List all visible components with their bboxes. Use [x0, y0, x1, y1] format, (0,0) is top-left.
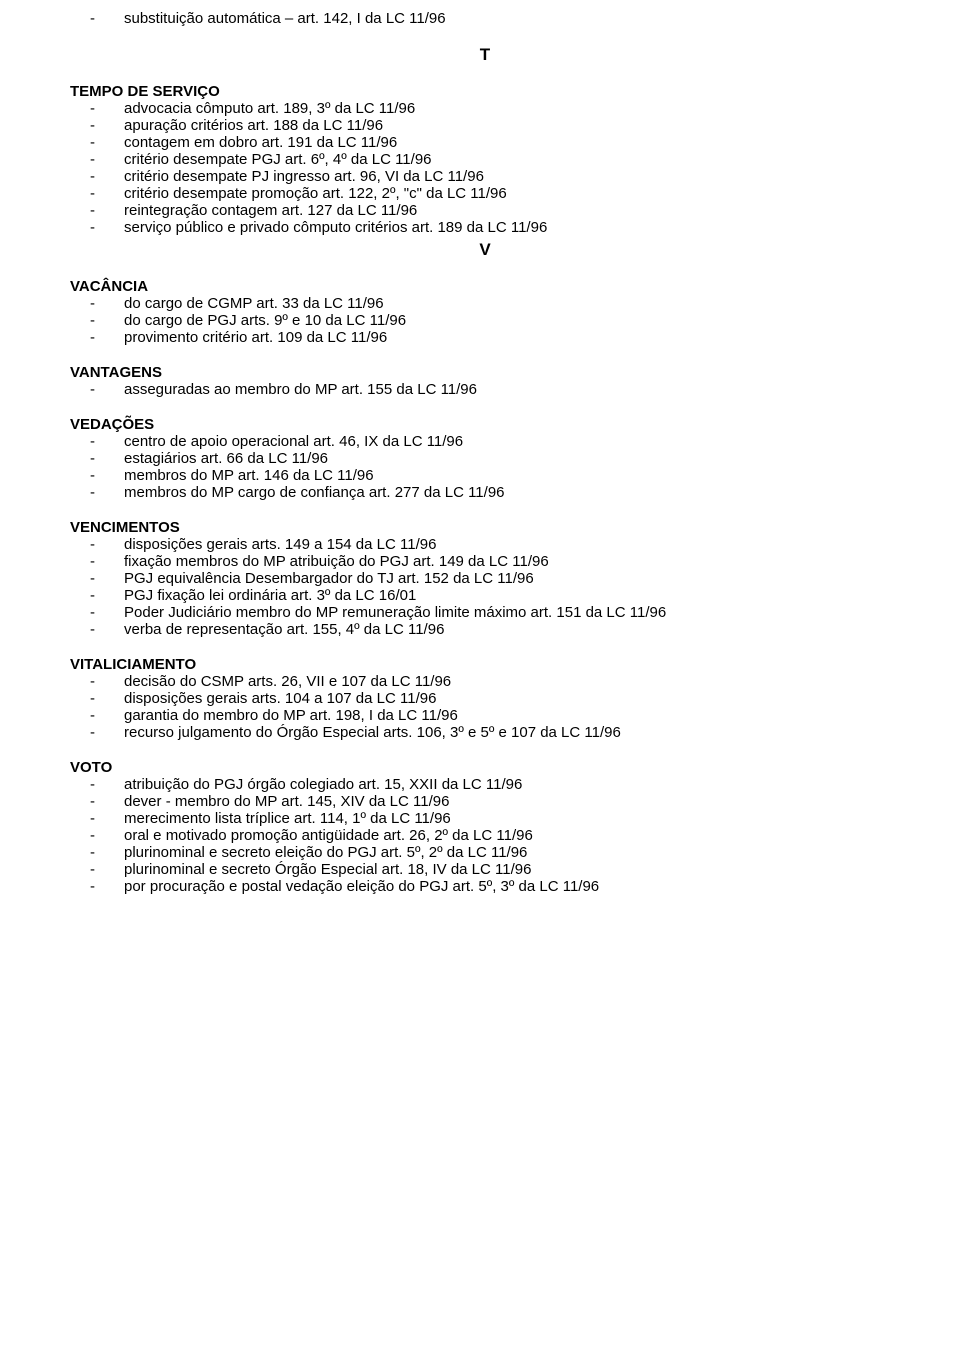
section-vacancia: VACÂNCIA do cargo de CGMP art. 33 da LC …	[70, 278, 900, 346]
list-item: plurinominal e secreto eleição do PGJ ar…	[90, 844, 900, 861]
list-item: recurso julgamento do Órgão Especial art…	[90, 724, 900, 741]
list-item: PGJ equivalência Desembargador do TJ art…	[90, 570, 900, 587]
list-item: reintegração contagem art. 127 da LC 11/…	[90, 202, 900, 219]
letter-heading-v: V	[70, 240, 900, 260]
list-item: critério desempate promoção art. 122, 2º…	[90, 185, 900, 202]
section-vedacoes: VEDAÇÕES centro de apoio operacional art…	[70, 416, 900, 501]
list-item: estagiários art. 66 da LC 11/96	[90, 450, 900, 467]
list-item: dever - membro do MP art. 145, XIV da LC…	[90, 793, 900, 810]
section-vencimentos: VENCIMENTOS disposições gerais arts. 149…	[70, 519, 900, 638]
list-item: do cargo de CGMP art. 33 da LC 11/96	[90, 295, 900, 312]
list-item: apuração critérios art. 188 da LC 11/96	[90, 117, 900, 134]
list-item: Poder Judiciário membro do MP remuneraçã…	[90, 604, 900, 621]
list-item: contagem em dobro art. 191 da LC 11/96	[90, 134, 900, 151]
list-item: serviço público e privado cômputo critér…	[90, 219, 900, 236]
list-item: advocacia cômputo art. 189, 3º da LC 11/…	[90, 100, 900, 117]
section-heading: VACÂNCIA	[70, 278, 900, 295]
list-item: por procuração e postal vedação eleição …	[90, 878, 900, 895]
list-item: atribuição do PGJ órgão colegiado art. 1…	[90, 776, 900, 793]
list-item: membros do MP cargo de confiança art. 27…	[90, 484, 900, 501]
list-item: critério desempate PGJ art. 6º, 4º da LC…	[90, 151, 900, 168]
list-item: PGJ fixação lei ordinária art. 3º da LC …	[90, 587, 900, 604]
section-heading: TEMPO DE SERVIÇO	[70, 83, 900, 100]
list-item: membros do MP art. 146 da LC 11/96	[90, 467, 900, 484]
section-tempo-de-servico: TEMPO DE SERVIÇO advocacia cômputo art. …	[70, 83, 900, 236]
list-item: verba de representação art. 155, 4º da L…	[90, 621, 900, 638]
list-item: asseguradas ao membro do MP art. 155 da …	[90, 381, 900, 398]
list-item: garantia do membro do MP art. 198, I da …	[90, 707, 900, 724]
section-vantagens: VANTAGENS asseguradas ao membro do MP ar…	[70, 364, 900, 398]
list-item: plurinominal e secreto Órgão Especial ar…	[90, 861, 900, 878]
section-heading: VITALICIAMENTO	[70, 656, 900, 673]
letter-heading-t: T	[70, 45, 900, 65]
section-heading: VANTAGENS	[70, 364, 900, 381]
list-item: disposições gerais arts. 149 a 154 da LC…	[90, 536, 900, 553]
list-item: oral e motivado promoção antigüidade art…	[90, 827, 900, 844]
section-heading: VOTO	[70, 759, 900, 776]
list-item: do cargo de PGJ arts. 9º e 10 da LC 11/9…	[90, 312, 900, 329]
section-vitaliciamento: VITALICIAMENTO decisão do CSMP arts. 26,…	[70, 656, 900, 741]
list-item: centro de apoio operacional art. 46, IX …	[90, 433, 900, 450]
list-item: disposições gerais arts. 104 a 107 da LC…	[90, 690, 900, 707]
list-item: critério desempate PJ ingresso art. 96, …	[90, 168, 900, 185]
document-page: substituição automática – art. 142, I da…	[0, 0, 960, 925]
list-item: substituição automática – art. 142, I da…	[90, 10, 900, 27]
section-voto: VOTO atribuição do PGJ órgão colegiado a…	[70, 759, 900, 895]
list-item: merecimento lista tríplice art. 114, 1º …	[90, 810, 900, 827]
list-item: provimento critério art. 109 da LC 11/96	[90, 329, 900, 346]
section-heading: VEDAÇÕES	[70, 416, 900, 433]
list-item: fixação membros do MP atribuição do PGJ …	[90, 553, 900, 570]
section-heading: VENCIMENTOS	[70, 519, 900, 536]
list-item: decisão do CSMP arts. 26, VII e 107 da L…	[90, 673, 900, 690]
